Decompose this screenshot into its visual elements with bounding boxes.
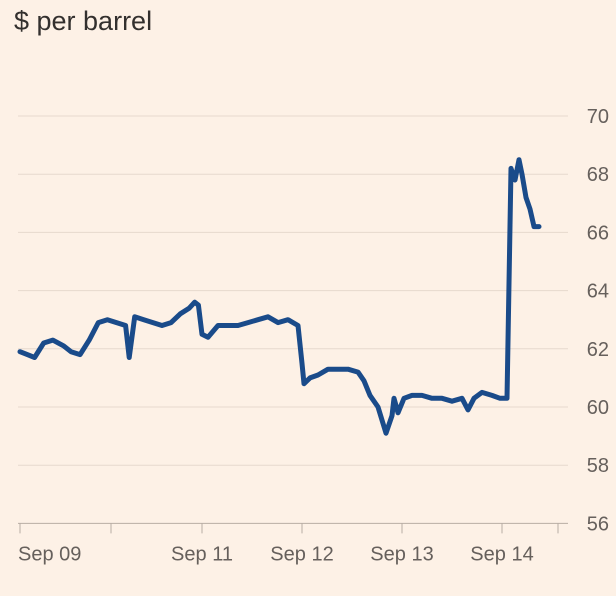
y-tick-label-64: 64: [587, 281, 609, 303]
y-tick-label-66: 66: [587, 222, 609, 244]
series-layer: [17, 157, 542, 436]
y-axis-unit-label: $ per barrel: [14, 6, 153, 36]
y-tick-label-60: 60: [587, 397, 609, 419]
y-tick-label-58: 58: [587, 455, 609, 477]
x-tick-label: Sep 11: [171, 543, 233, 565]
x-tick-label: Sep 09: [18, 543, 81, 565]
series-line-0: [17, 157, 542, 436]
x-tick-label: Sep 12: [270, 543, 333, 565]
y-tick-label-56: 56: [587, 513, 609, 535]
y-tick-label-70: 70: [587, 106, 609, 128]
x-axis: Sep 09 Sep 11 Sep 12 Sep 13 Sep 14: [18, 522, 568, 565]
y-tick-label-68: 68: [587, 164, 609, 186]
x-tick-label: Sep 14: [470, 543, 533, 565]
x-tick-label: Sep 13: [370, 543, 433, 565]
y-axis-ticks: 56 58 60 62 64 66 68 70: [587, 106, 609, 535]
gridlines: [18, 115, 568, 466]
y-tick-label-62: 62: [587, 339, 609, 361]
